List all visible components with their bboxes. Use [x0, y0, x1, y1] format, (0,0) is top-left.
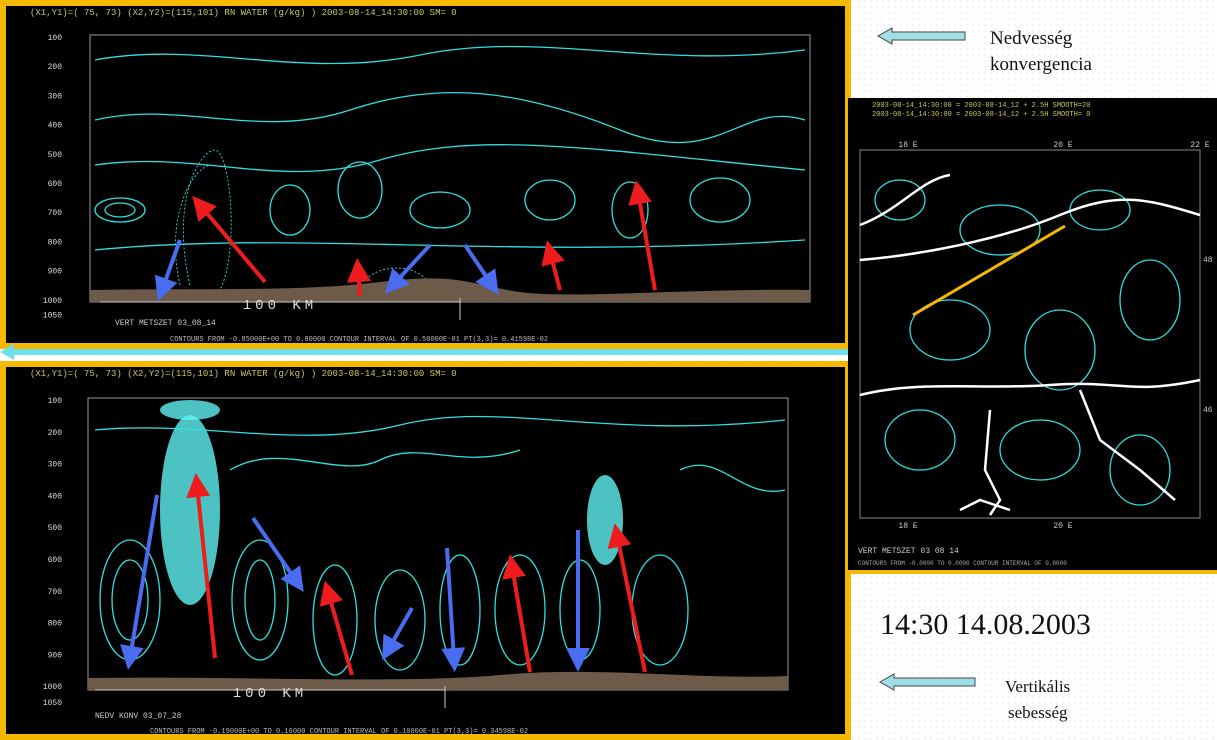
map-lat-label: 46 N: [1203, 406, 1217, 415]
map-header-line: 2003-08-14_14:30:00 = 2003-08-14_12 + 2.…: [872, 111, 1090, 119]
map-panel: [848, 98, 1217, 572]
bottom-footer-contours: CONTOURS FROM -0.19000E+00 TO 0.16000 CO…: [150, 728, 528, 736]
pressure-label: 400: [48, 492, 63, 501]
pressure-label: 1000: [43, 297, 62, 306]
top-terrain: [90, 278, 810, 302]
pressure-label: 500: [48, 151, 63, 160]
top-contours: [94, 45, 806, 291]
pressure-label: 1000: [43, 683, 62, 692]
pressure-label: 200: [48, 429, 63, 438]
pressure-label: 800: [48, 238, 63, 247]
map-lon-label: 18 E: [898, 522, 917, 531]
map-lat-label: 48 N: [1203, 256, 1217, 265]
pressure-label: 300: [48, 92, 63, 101]
pressure-label: 700: [48, 588, 63, 597]
pressure-label: 900: [48, 651, 63, 660]
pressure-label: 900: [48, 268, 63, 277]
top-arrows: [154, 180, 657, 302]
annotation-velocity: sebesség: [1008, 703, 1068, 722]
pressure-label: 1050: [43, 699, 62, 708]
annotation-moisture: konvergencia: [990, 54, 1093, 75]
map-frame: [859, 149, 1201, 519]
top-header: (X1,Y1)=( 75, 73) (X2,Y2)=(115,101) RN W…: [30, 8, 457, 18]
map-lon-label: 22 E: [1190, 141, 1209, 150]
bottom-terrain: [88, 671, 788, 690]
pressure-label: 500: [48, 524, 63, 533]
bottom-footer-left: NEDV KONV 03_07_28: [95, 712, 182, 721]
divider-arrow: [0, 344, 848, 360]
map-borders: [859, 173, 1201, 516]
pressure-label: 100: [48, 34, 63, 43]
timestamp: 14:30 14.08.2003: [880, 608, 1091, 641]
top-footer-contours: CONTOURS FROM -0.85000E+00 TO 0.80000 CO…: [170, 336, 548, 344]
map-lon-label: 20 E: [1053, 141, 1072, 150]
bottom-panel: [0, 361, 851, 740]
annotation-velocity: Vertikális: [1005, 677, 1070, 696]
pressure-label: 600: [48, 180, 63, 189]
map-lon-label: 18 E: [898, 141, 917, 150]
top-footer-left: VERT METSZET 03_08_14: [115, 319, 216, 328]
top-scale-label: 100 KM: [243, 298, 317, 314]
pressure-label: 700: [48, 209, 63, 218]
annotation-moisture: Nedvesség: [990, 28, 1073, 49]
bottom-header: (X1,Y1)=( 75, 73) (X2,Y2)=(115,101) RN W…: [30, 369, 457, 379]
map-footer-contours: CONTOURS FROM -0.0000 TO 0.0000 CONTOUR …: [858, 560, 1067, 567]
map-contours: [874, 179, 1181, 506]
pressure-label: 400: [48, 122, 63, 131]
pressure-label: 300: [48, 461, 63, 470]
pressure-label: 800: [48, 620, 63, 629]
pressure-label: 600: [48, 556, 63, 565]
bottom-arrows: [120, 473, 647, 676]
map-header-line: 2003-08-14_14:30:00 = 2003-08-14_12 + 2.…: [872, 102, 1090, 110]
pressure-label: 1050: [43, 311, 62, 320]
section-line: [912, 224, 1066, 317]
map-lon-label: 20 E: [1053, 522, 1072, 531]
map-footer: VERT METSZET 03 08 14: [858, 547, 959, 556]
annotation-arrow: [878, 673, 976, 691]
annotation-arrow: [876, 27, 966, 45]
pressure-label: 200: [48, 63, 63, 72]
pressure-label: 100: [48, 397, 63, 406]
bottom-scale-label: 100 KM: [233, 686, 307, 702]
